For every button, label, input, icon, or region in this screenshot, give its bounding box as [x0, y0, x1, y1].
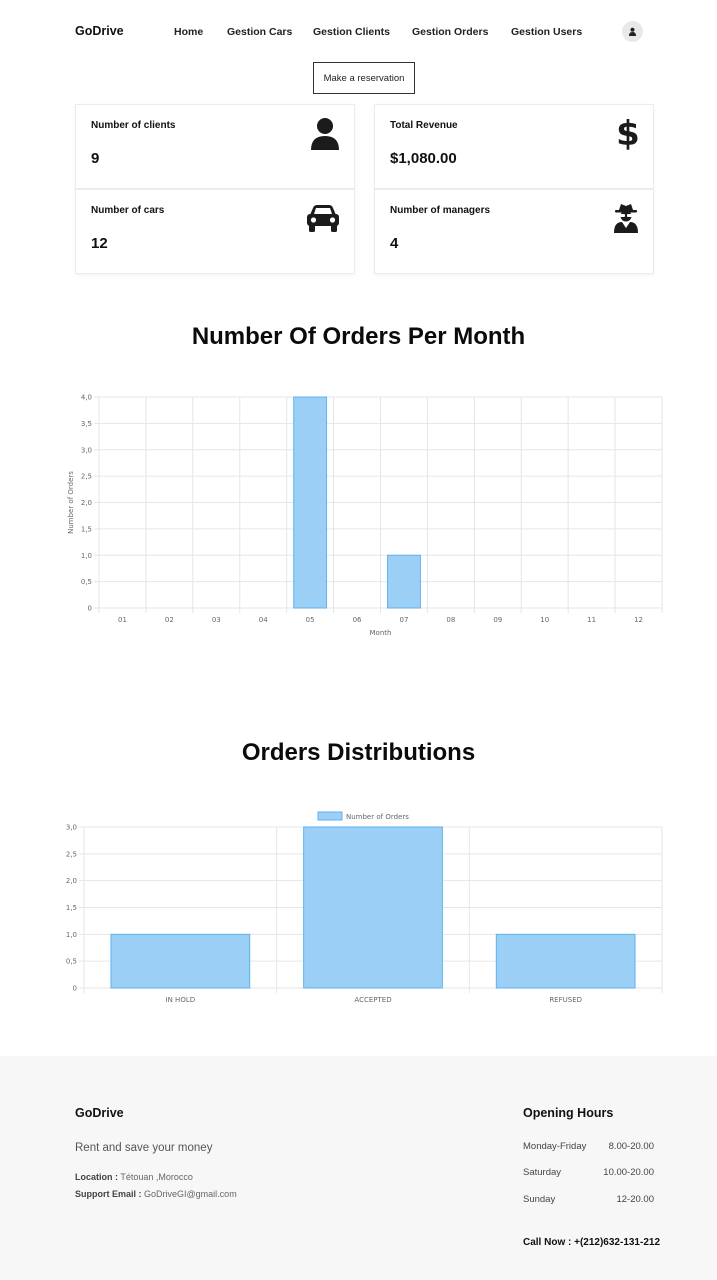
hours-time: 10.00-20.00 — [603, 1167, 654, 1178]
nav-gestion-clients[interactable]: Gestion Clients — [313, 26, 391, 38]
x-tick-label: 11 — [587, 616, 596, 624]
x-tick-label: 03 — [212, 616, 221, 624]
y-tick-label: 2,5 — [66, 850, 77, 858]
y-tick-label: 1,5 — [81, 525, 92, 533]
footer-location-label: Location : — [75, 1172, 118, 1182]
y-tick-label: 0,5 — [66, 958, 77, 966]
orders-distribution-chart: 0 0,5 1,0 1,5 2,0 2,5 3,0 IN HOLD ACCEPTED REFUSE… — [66, 811, 663, 1004]
stat-value: 9 — [91, 150, 100, 167]
hours-time: 12-20.00 — [616, 1194, 654, 1205]
y-tick-label: 0 — [73, 985, 77, 993]
stat-label: Total Revenue — [390, 120, 458, 131]
stat-card-managers: Number of managers 4 — [374, 189, 654, 274]
bar — [387, 554, 421, 609]
x-tick-label: 04 — [259, 616, 268, 624]
x-tick-label: 12 — [634, 616, 643, 624]
bar — [495, 933, 636, 989]
y-tick-label: 1,0 — [66, 931, 77, 939]
x-axis-title: Month — [370, 629, 392, 637]
y-tick-label: 2,0 — [66, 877, 77, 885]
x-tick-label: 01 — [118, 616, 127, 624]
dollar-icon: $ — [616, 114, 640, 156]
stat-value: 12 — [91, 235, 108, 252]
bar — [293, 396, 328, 609]
y-tick-label: 1,0 — [81, 552, 92, 560]
car-icon — [306, 204, 340, 239]
footer-location: Location : Tétouan ,Morocco — [75, 1172, 193, 1182]
footer-location-value: Tétouan ,Morocco — [120, 1172, 193, 1182]
hours-day: Saturday — [523, 1167, 562, 1178]
svg-text:$: $ — [617, 115, 639, 151]
nav-gestion-users[interactable]: Gestion Users — [511, 26, 583, 38]
user-menu-button[interactable] — [622, 21, 643, 42]
stat-label: Number of managers — [390, 205, 491, 216]
y-tick-label: 2,5 — [81, 473, 92, 481]
user-secret-icon — [613, 203, 639, 238]
y-tick-label: 1,5 — [66, 904, 77, 912]
y-tick-label: 4,0 — [81, 394, 92, 402]
make-reservation-button[interactable]: Make a reservation — [313, 62, 415, 94]
x-tick-label: 07 — [399, 616, 408, 624]
stat-value: $1,080.00 — [390, 150, 457, 167]
stat-card-cars: Number of cars 12 — [75, 189, 355, 274]
footer-email: Support Email : GoDriveGI@gmail.com — [75, 1189, 237, 1199]
hours-day: Sunday — [523, 1194, 556, 1205]
nav-home[interactable]: Home — [174, 26, 204, 38]
legend-label: Number of Orders — [346, 813, 409, 821]
x-tick-label: 06 — [353, 616, 362, 624]
y-tick-label: 0 — [88, 605, 92, 613]
stat-value: 4 — [390, 235, 399, 252]
footer-email-label: Support Email : — [75, 1189, 142, 1199]
x-tick-label: REFUSED — [549, 996, 582, 1004]
footer-tagline: Rent and save your money — [75, 1142, 213, 1154]
nav-gestion-orders[interactable]: Gestion Orders — [412, 26, 489, 38]
stat-label: Number of clients — [91, 120, 176, 131]
footer: GoDrive Rent and save your money Locatio… — [0, 1056, 717, 1280]
user-icon — [628, 27, 637, 36]
y-tick-label: 3,5 — [81, 420, 92, 428]
stat-card-clients: Number of clients 9 — [75, 104, 355, 189]
x-tick-label: 10 — [540, 616, 549, 624]
x-tick-label: 08 — [446, 616, 455, 624]
stat-card-revenue: Total Revenue $1,080.00 $ — [374, 104, 654, 189]
footer-call-now[interactable]: Call Now : +(212)632-131-212 — [523, 1237, 661, 1248]
x-tick-label: 02 — [165, 616, 174, 624]
footer-email-value[interactable]: GoDriveGI@gmail.com — [144, 1189, 237, 1199]
hours-day: Monday-Friday — [523, 1141, 587, 1152]
x-tick-label: ACCEPTED — [354, 996, 391, 1004]
x-tick-label: 05 — [306, 616, 315, 624]
y-tick-label: 3,0 — [66, 824, 77, 832]
nav-gestion-cars[interactable]: Gestion Cars — [227, 26, 293, 38]
legend-swatch — [317, 811, 343, 821]
brand-logo[interactable]: GoDrive — [75, 24, 124, 38]
section-title-orders-per-month: Number Of Orders Per Month — [191, 323, 526, 350]
bar — [110, 933, 251, 989]
x-tick-label: IN HOLD — [166, 996, 196, 1004]
y-tick-label: 0,5 — [81, 578, 92, 586]
stat-label: Number of cars — [91, 205, 165, 216]
footer-hours-title: Opening Hours — [523, 1106, 614, 1120]
y-axis-title: Number of Orders — [67, 471, 75, 534]
x-tick-label: 09 — [493, 616, 502, 624]
section-title-orders-distribution: Orders Distributions — [241, 739, 476, 766]
footer-brand: GoDrive — [75, 1106, 124, 1120]
user-icon — [310, 117, 340, 156]
bar — [303, 826, 443, 989]
orders-per-month-chart: 0 0,5 1,0 1,5 2,0 2,5 3,0 3,5 4,0 01 02 03 04 05 06 07 0… — [67, 394, 663, 637]
hours-time: 8.00-20.00 — [608, 1141, 654, 1152]
y-tick-label: 2,0 — [81, 499, 92, 507]
y-tick-label: 3,0 — [81, 446, 92, 454]
